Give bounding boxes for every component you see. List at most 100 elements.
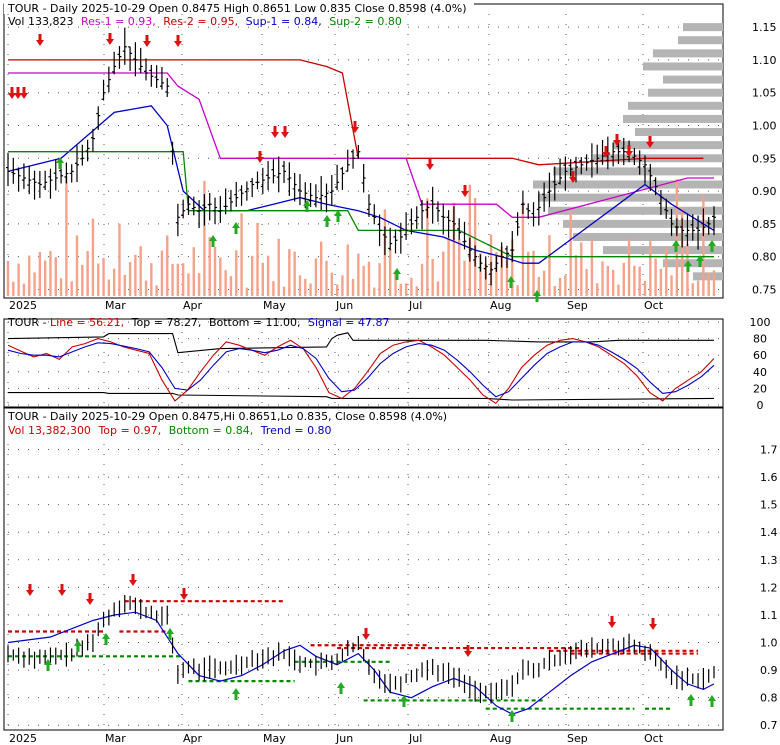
volume-profile-bar bbox=[648, 88, 723, 97]
volume-bar bbox=[622, 262, 625, 296]
volume-bar bbox=[606, 265, 610, 296]
trend-tick-label: 1.3 bbox=[760, 554, 778, 567]
volume-bar bbox=[415, 286, 418, 296]
price-x-axis: 2025 Mar Apr May Jun Jul Aug Sep Oct bbox=[9, 299, 664, 312]
volume-bar bbox=[266, 255, 270, 296]
trend-x-tick-label: Sep bbox=[567, 732, 588, 745]
down-arrow-icon bbox=[569, 171, 577, 183]
oscillator-bottom-label: Bottom = 11.00, bbox=[209, 316, 301, 329]
down-arrow-icon bbox=[129, 574, 137, 586]
oscillator-tick-label: 80 bbox=[753, 333, 767, 346]
oscillator-grid bbox=[7, 321, 723, 406]
price-x-tick-label: Sep bbox=[567, 299, 588, 312]
volume-bar bbox=[580, 242, 583, 296]
volume-bar bbox=[128, 262, 132, 296]
down-arrow-icon bbox=[256, 151, 264, 163]
volume-bar bbox=[75, 235, 79, 296]
volume-bar bbox=[394, 273, 397, 296]
volume-bar bbox=[256, 223, 259, 296]
trend-candles bbox=[7, 595, 715, 704]
up-arrow-icon bbox=[696, 255, 704, 267]
trend-y-axis: 1.7 1.6 1.5 1.4 1.3 1.2 1.1 1.0 0.9 0.8 0.7 bbox=[760, 444, 778, 733]
down-arrow-icon bbox=[426, 158, 434, 170]
down-arrow-icon bbox=[26, 584, 34, 596]
trend-arrows bbox=[26, 574, 716, 722]
volume-bar bbox=[65, 176, 68, 296]
volume-profile-bar bbox=[548, 206, 723, 215]
price-panel-legend: Vol 133,823 Res-1 = 0.93, Res-2 = 0.95, … bbox=[8, 15, 402, 28]
up-arrow-icon bbox=[672, 240, 680, 252]
volume-bar bbox=[452, 202, 456, 296]
up-arrow-icon bbox=[74, 640, 82, 652]
down-arrow-icon bbox=[271, 126, 279, 138]
res1-label: Res-1 = 0.93, bbox=[81, 15, 156, 28]
up-arrow-icon bbox=[44, 659, 52, 671]
oscillator-ticker: TOUR - bbox=[7, 316, 50, 329]
volume-bar bbox=[404, 283, 408, 296]
trend-tick-label: 1.6 bbox=[760, 471, 778, 484]
volume-bar bbox=[691, 283, 694, 296]
price-x-tick-label: 2025 bbox=[9, 299, 37, 312]
volume-bar bbox=[357, 253, 360, 296]
down-arrow-icon bbox=[649, 618, 657, 630]
volume-bar bbox=[665, 247, 668, 296]
sup1-label: Sup-1 = 0.84, bbox=[246, 15, 322, 28]
down-arrow-icon bbox=[8, 87, 16, 99]
volume-bar bbox=[213, 246, 217, 296]
price-x-tick-label: Jun bbox=[335, 299, 353, 312]
volume-profile-bar bbox=[613, 141, 723, 150]
volume-bar bbox=[208, 237, 211, 296]
down-arrow-icon bbox=[58, 584, 66, 596]
oscillator-legend: TOUR - Line = 56.21, Top = 78.27, Bottom… bbox=[7, 316, 389, 329]
volume-bar bbox=[224, 270, 227, 296]
volume-bar bbox=[192, 247, 195, 296]
volume-bar bbox=[22, 283, 26, 296]
volume-bar bbox=[617, 284, 620, 296]
oscillator-tick-label: 60 bbox=[753, 349, 767, 362]
volume-bar bbox=[86, 251, 89, 296]
trend-x-tick-label: May bbox=[263, 732, 286, 745]
volume-bar bbox=[309, 283, 312, 296]
signal-arrows bbox=[8, 33, 716, 302]
volume-bar bbox=[447, 238, 450, 296]
volume-bar bbox=[442, 251, 445, 296]
trend-bottom-label: Bottom = 0.84, bbox=[169, 424, 254, 437]
up-arrow-icon bbox=[400, 695, 408, 707]
oscillator-signal-label: Signal = 47.87 bbox=[308, 316, 390, 329]
volume-bar bbox=[654, 258, 657, 296]
volume-bar bbox=[219, 257, 222, 296]
trend-x-tick-label: Jun bbox=[335, 732, 353, 745]
volume-bar bbox=[335, 284, 339, 296]
trend-tick-label: 1.5 bbox=[760, 499, 778, 512]
up-arrow-icon bbox=[323, 215, 331, 227]
volume-bar bbox=[675, 179, 679, 296]
down-arrow-icon bbox=[14, 87, 22, 99]
down-arrow-icon bbox=[362, 628, 370, 640]
trend-panel-legend: Vol 13,382,300 Top = 0.97, Bottom = 0.84… bbox=[8, 424, 332, 437]
volume-bar bbox=[707, 272, 710, 296]
volume-profile-bar bbox=[628, 101, 723, 110]
trend-x-tick-label: Mar bbox=[105, 732, 126, 745]
volume-bar bbox=[54, 257, 57, 296]
volume-bar bbox=[505, 260, 509, 296]
volume-bar bbox=[314, 258, 318, 296]
price-x-tick-label: Apr bbox=[183, 299, 203, 312]
trend-vol-label: Vol 13,382,300 bbox=[8, 424, 91, 437]
oscillator-tick-label: 0 bbox=[757, 399, 764, 412]
up-arrow-icon bbox=[708, 695, 716, 707]
volume-bar bbox=[134, 254, 137, 296]
volume-bar bbox=[362, 265, 365, 296]
volume-bar bbox=[516, 285, 519, 296]
sup2-label: Sup-2 = 0.80 bbox=[329, 15, 402, 28]
volume-bar bbox=[166, 235, 169, 296]
volume-bar bbox=[43, 260, 47, 296]
trend-tick-label: 1.0 bbox=[760, 637, 778, 650]
volume-bar bbox=[139, 246, 142, 296]
volume-bar bbox=[548, 235, 551, 296]
volume-bar bbox=[680, 206, 684, 296]
price-tick-label: 1.10 bbox=[752, 54, 777, 67]
up-arrow-icon bbox=[232, 222, 240, 234]
oscillator-line-label: Line = 56.21, bbox=[50, 316, 124, 329]
price-panel: 1.15 1.10 1.05 1.00 0.95 0.90 0.85 0.80 0.75 202… bbox=[3, 2, 777, 312]
